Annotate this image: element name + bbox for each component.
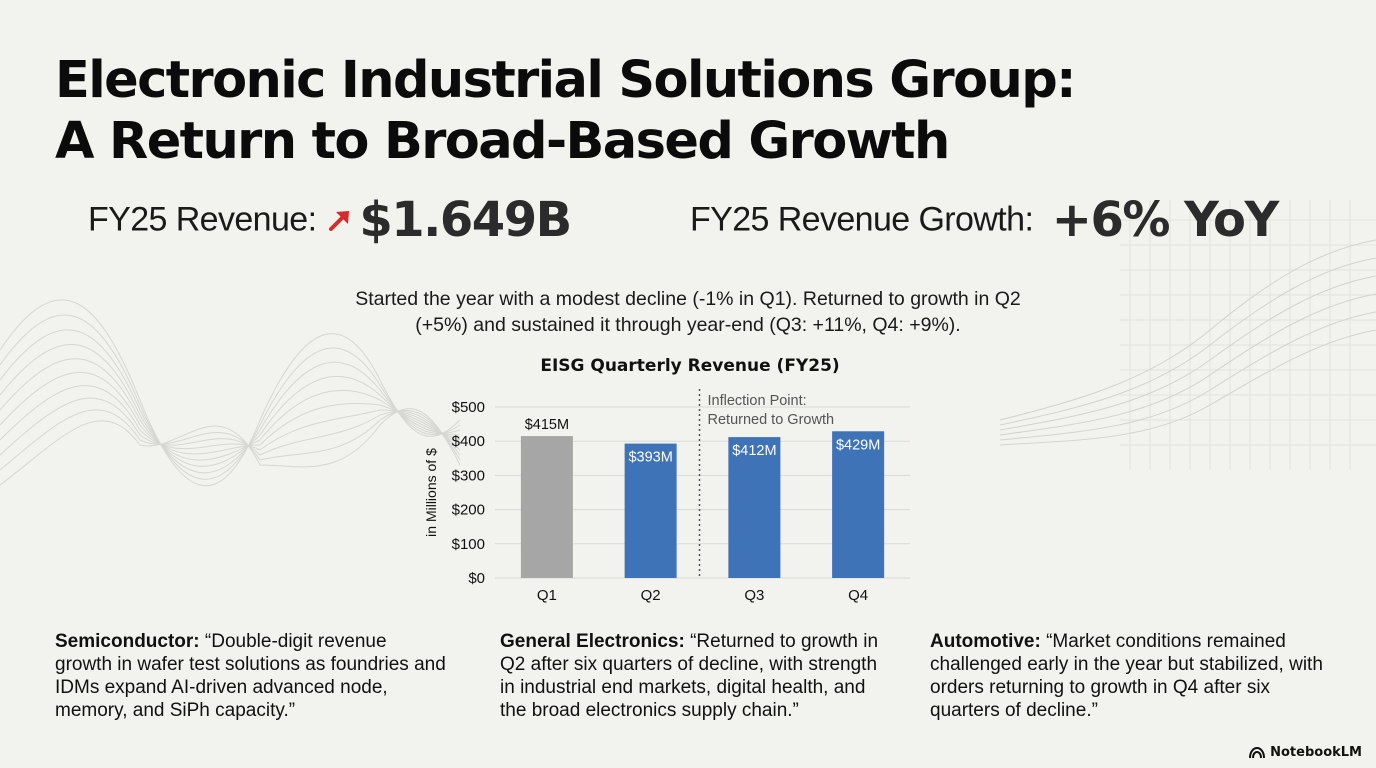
bar-q4 — [832, 431, 885, 578]
kpi-revenue-label: FY25 Revenue: — [88, 200, 317, 239]
y-tick-label: $300 — [452, 467, 485, 484]
x-tick-label: Q1 — [537, 587, 557, 604]
kpi-revenue: FY25 Revenue: $1.649B — [88, 192, 572, 262]
bar-data-label: $429M — [836, 437, 880, 453]
segment-text: the broad electronics supply chain.” — [500, 700, 799, 721]
y-tick-label: $0 — [468, 570, 485, 587]
y-tick-label: $400 — [452, 433, 485, 450]
annotation-line-2: Returned to Growth — [708, 412, 835, 428]
segment-text: orders returning to growth in Q4 after s… — [930, 677, 1271, 698]
bar-data-label: $393M — [628, 450, 672, 466]
segment-text: quarters of decline.” — [930, 700, 1098, 721]
segment-text: memory, and SiPh capacity.” — [55, 700, 296, 721]
segment-name: General Electronics: — [500, 631, 685, 652]
x-tick-label: Q4 — [848, 587, 868, 604]
chart-title: EISG Quarterly Revenue (FY25) — [540, 356, 840, 376]
kpi-growth: FY25 Revenue Growth: +6% YoY — [690, 192, 1280, 262]
summary-line-1: Started the year with a modest decline (… — [355, 288, 1021, 310]
left-wave-decoration — [0, 299, 461, 487]
segment-name: Semiconductor: — [55, 631, 200, 652]
annotation-line-1: Inflection Point: — [708, 393, 807, 409]
segment-semiconductor: Semiconductor: “Double-digit revenue gro… — [55, 630, 475, 722]
y-tick-label: $100 — [452, 536, 485, 553]
segment-text: Q2 after six quarters of decline, with s… — [500, 654, 878, 675]
page-title: Electronic Industrial Solutions Group: A… — [55, 50, 1155, 172]
bar-q1 — [520, 436, 573, 578]
segment-automotive: Automotive: “Market conditions remained … — [930, 630, 1350, 722]
right-wave-decoration — [999, 239, 1376, 446]
bar-q3 — [728, 437, 781, 578]
summary-text: Started the year with a modest decline (… — [320, 286, 1056, 338]
segment-text: growth in wafer test solutions as foundr… — [55, 654, 446, 675]
brand-footer: NotebookLM — [1249, 745, 1362, 760]
segment-text: IDMs expand AI-driven advanced node, — [55, 677, 388, 698]
y-axis-label: in Millions of $ — [423, 448, 439, 537]
brand-name: NotebookLM — [1270, 745, 1362, 760]
x-tick-label: Q2 — [641, 587, 661, 604]
y-tick-label: $200 — [452, 502, 485, 519]
segment-text: “Returned to growth in — [690, 631, 879, 652]
segment-general-electronics: General Electronics: “Returned to growth… — [500, 630, 900, 722]
title-line-2: A Return to Broad-Based Growth — [55, 112, 950, 171]
segment-text: “Market conditions remained — [1046, 631, 1286, 652]
segment-text: challenged early in the year but stabili… — [930, 654, 1323, 675]
segment-text: “Double-digit revenue — [204, 631, 387, 652]
bar-data-label: $415M — [525, 417, 569, 433]
segment-text: in industrial end markets, digital healt… — [500, 677, 866, 698]
kpi-growth-label: FY25 Revenue Growth: — [690, 200, 1034, 239]
bar-q2 — [624, 443, 677, 578]
trend-up-arrow-icon — [328, 211, 349, 231]
bar-data-label: $412M — [732, 443, 776, 459]
revenue-chart: EISG Quarterly Revenue (FY25) $0 $100 $200… — [400, 350, 960, 615]
right-grid-decoration — [1120, 200, 1376, 470]
summary-line-2: (+5%) and sustained it through year-end … — [415, 314, 961, 336]
segment-name: Automotive: — [930, 631, 1041, 652]
x-tick-label: Q3 — [744, 587, 764, 604]
kpi-revenue-value: $1.649B — [359, 192, 572, 248]
y-tick-label: $500 — [452, 399, 485, 416]
title-line-1: Electronic Industrial Solutions Group: — [55, 51, 1077, 110]
notebooklm-logo-icon — [1249, 746, 1266, 758]
chart-plot: $0 $100 $200 $300 $400 $500 in Millions of $ $4… — [423, 389, 910, 604]
kpi-growth-value: +6% YoY — [1051, 192, 1280, 248]
